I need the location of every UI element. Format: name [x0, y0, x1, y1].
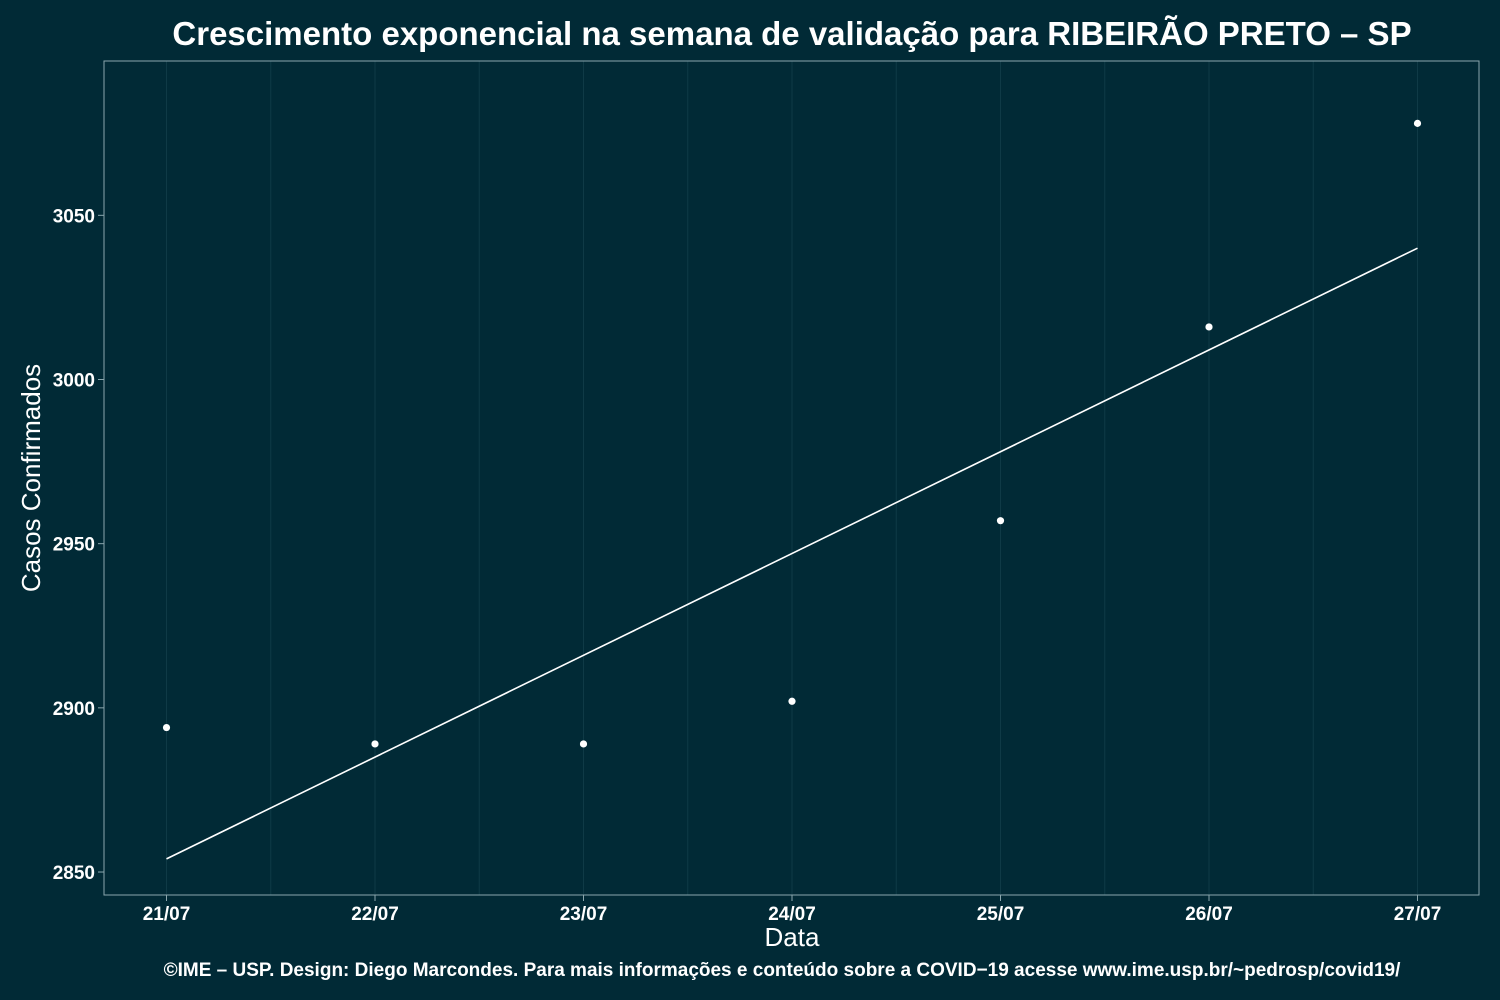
x-axis-title: Data	[765, 922, 820, 952]
grid-layer	[166, 61, 1418, 895]
data-point	[996, 517, 1005, 525]
x-tick-label: 21/07	[143, 904, 191, 925]
y-tick-label: 2900	[53, 699, 95, 720]
points-layer	[162, 119, 1422, 748]
data-point	[788, 697, 796, 705]
x-tick-label: 27/07	[1394, 904, 1442, 925]
data-point	[1413, 119, 1422, 127]
caption: ©IME – USP. Design: Diego Marcondes. Par…	[164, 960, 1401, 981]
data-point	[371, 740, 379, 748]
x-tick-label: 25/07	[977, 904, 1025, 925]
y-axis-title: Casos Confirmados	[16, 364, 46, 592]
x-tick-label: 23/07	[560, 904, 608, 925]
x-axis: 21/07 22/07 23/07 24/07 25/07 26/07 27/07	[143, 895, 1442, 925]
x-tick-label: 22/07	[351, 904, 399, 925]
y-tick-label: 2950	[53, 535, 95, 556]
fit-layer	[166, 247, 1418, 860]
chart-title: Crescimento exponencial na semana de val…	[172, 15, 1411, 52]
y-tick-label: 3050	[53, 206, 95, 227]
x-tick-label: 26/07	[1185, 904, 1233, 925]
data-point	[162, 723, 171, 732]
y-axis: 2850 2900 2950 3000 3050	[53, 206, 104, 884]
x-tick-label: 24/07	[768, 904, 816, 925]
fit-line	[166, 247, 1418, 860]
y-tick-label: 2850	[53, 863, 95, 884]
y-tick-label: 3000	[53, 370, 95, 391]
data-point	[1205, 323, 1213, 331]
data-point	[579, 740, 588, 748]
